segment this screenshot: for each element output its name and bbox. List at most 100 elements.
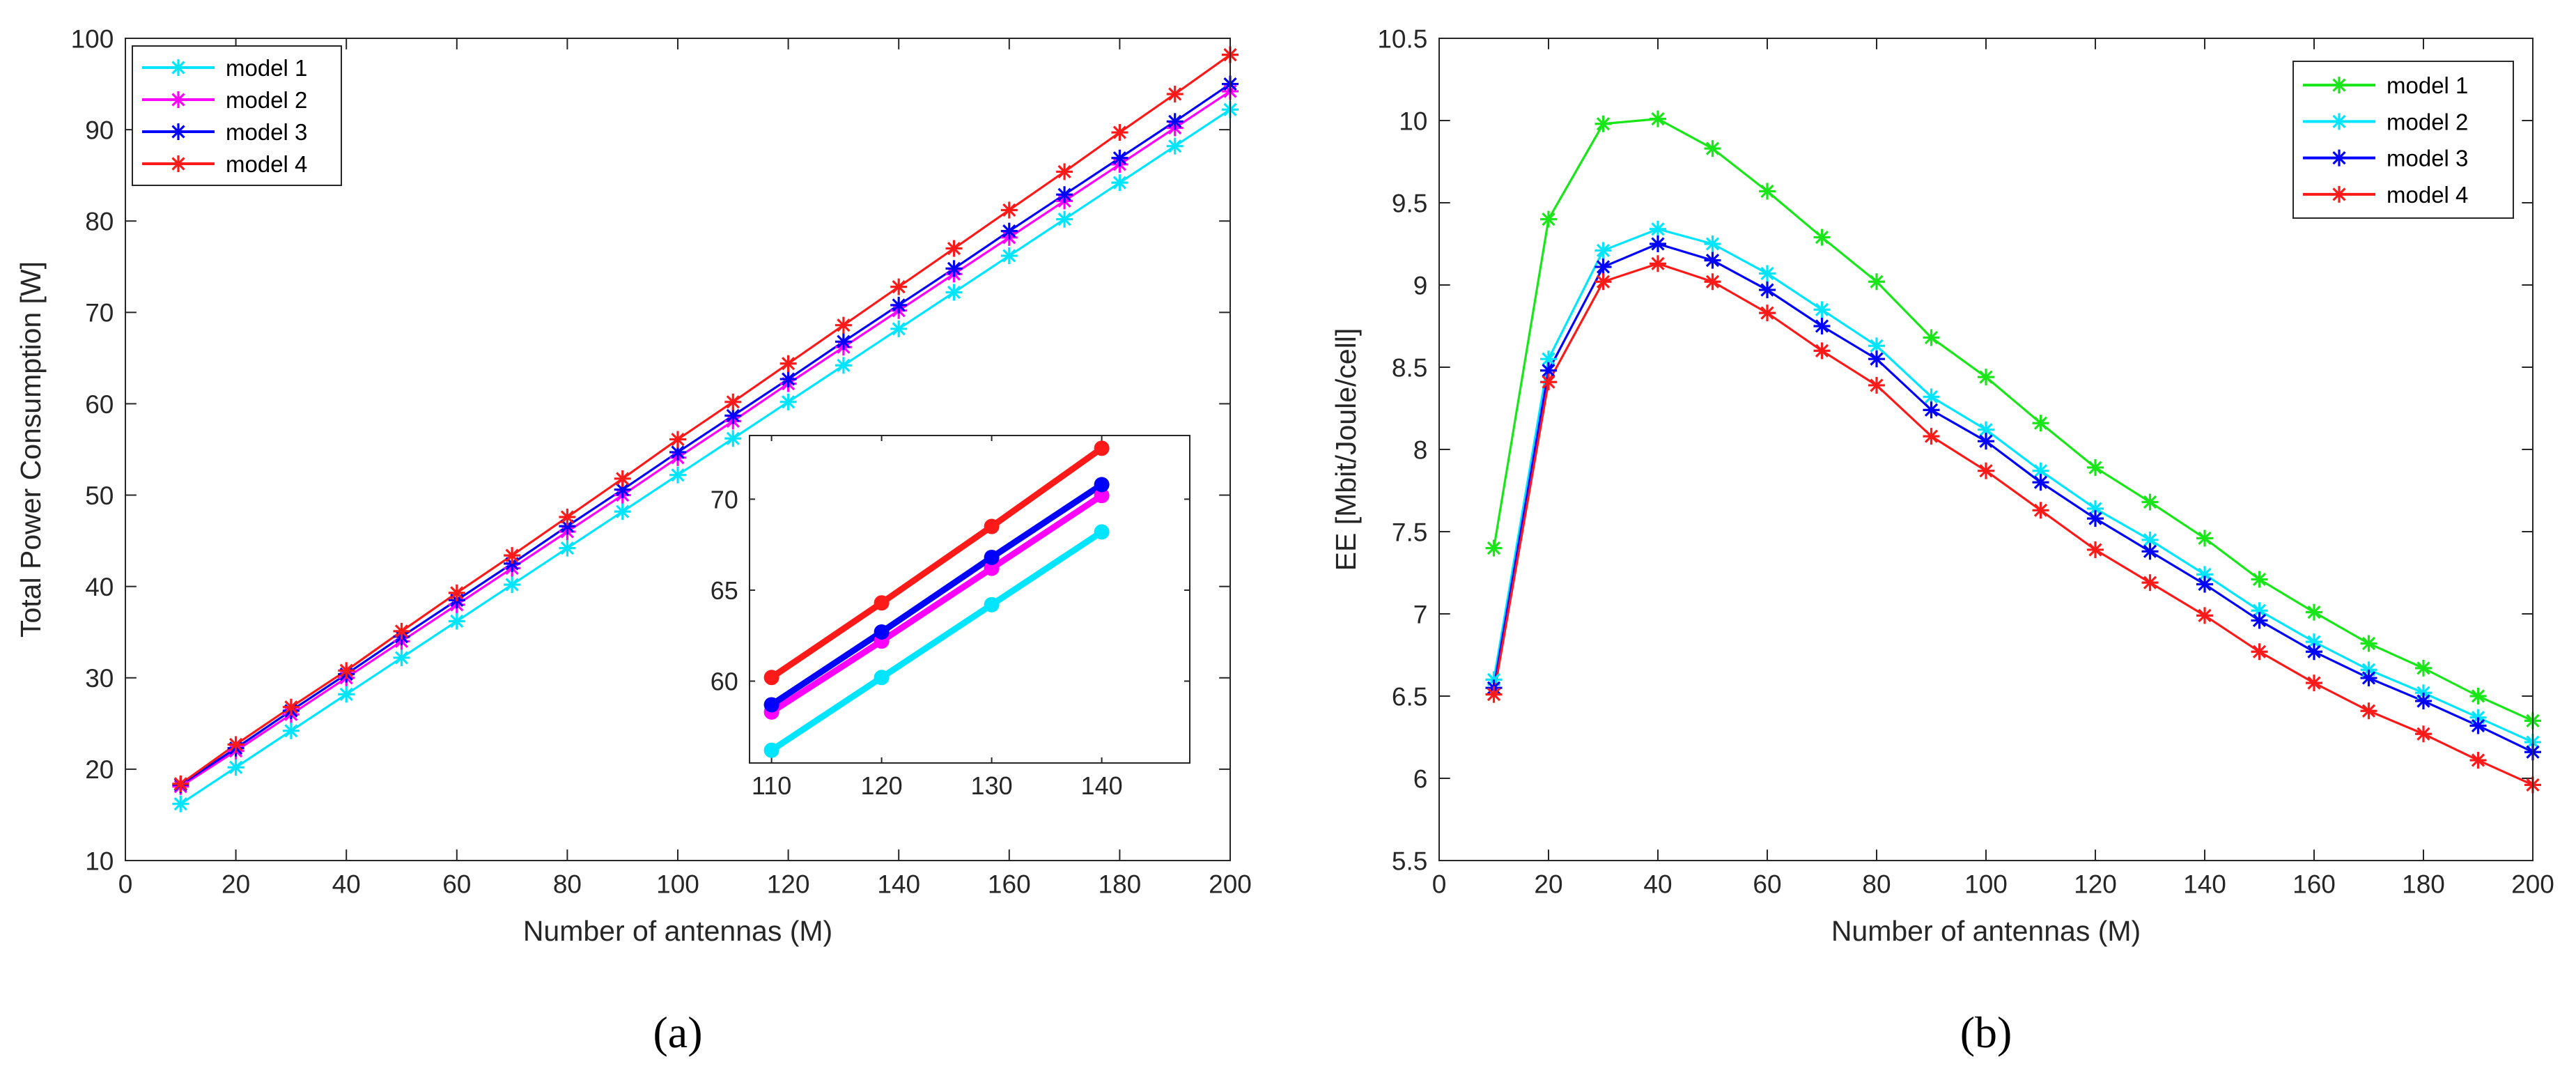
chart-b-point-model-4	[2469, 752, 2487, 769]
chart-b-series-line-model-3	[1492, 242, 2534, 753]
chart-a-point-model-3	[890, 296, 908, 314]
chart-b-point-model-1	[2087, 458, 2104, 476]
chart-a-x-tick-label: 0	[118, 870, 133, 898]
chart-a-inset-point-model-1	[763, 742, 779, 758]
chart-b-point-model-4	[1540, 373, 1557, 391]
chart-b-legend-marker-model-2	[2331, 113, 2348, 130]
chart-b-legend-marker-model-3	[2331, 149, 2348, 167]
chart-a-inset-point-model-1	[1094, 524, 1110, 540]
chart-b-point-model-3	[2141, 543, 2159, 560]
charts-layer: 0 20 40 60 80 100 120 140 160 180 2001020304050607…	[15, 24, 2554, 1057]
chart-a-inset-x-tick-label: 140	[1081, 771, 1123, 800]
chart-b-x-tick-label: 60	[1753, 870, 1781, 898]
chart-a-point-model-3	[1166, 113, 1184, 130]
chart-a-inset-point-model-1	[874, 670, 890, 686]
chart-b-point-model-4	[1595, 273, 1612, 291]
chart-b-point-model-2	[1650, 220, 1666, 238]
chart-a-inset-series-line-model-4	[770, 445, 1104, 681]
chart-b-x-tick-label: 40	[1643, 870, 1672, 898]
chart-b-point-model-1	[2032, 415, 2049, 432]
chart-b-y-tick-label: 8.5	[1392, 353, 1427, 382]
chart-b-point-model-2	[1759, 265, 1776, 282]
chart-b-x-tick-label: 140	[2183, 870, 2226, 898]
chart-b-subfigure-label: (b)	[1960, 1008, 2012, 1057]
chart-b-point-model-1	[1813, 229, 1831, 246]
chart-b-point-model-3	[2360, 670, 2377, 687]
chart-b-point-model-3	[2032, 474, 2049, 491]
chart-a-legend-marker-model-4	[170, 155, 187, 172]
chart-a-inset-x-tick-label: 130	[971, 771, 1013, 800]
chart-a-point-model-4	[724, 393, 742, 410]
chart-a-legend-marker-model-3	[170, 123, 187, 140]
chart-b-point-model-4	[1868, 376, 1885, 394]
chart-b-x-tick-label: 20	[1534, 870, 1562, 898]
chart-b-point-model-3	[2251, 612, 2268, 629]
chart-a-point-model-1	[945, 284, 963, 301]
chart-a-inset-point-model-4	[984, 518, 1000, 534]
chart-b-y-tick-label: 5.5	[1392, 847, 1427, 875]
chart-b-point-model-1	[1978, 369, 1994, 386]
chart-b-point-model-4	[2141, 574, 2159, 592]
chart-a-inset-point-model-2	[984, 560, 1000, 576]
chart-b-point-model-3	[1650, 236, 1666, 252]
chart-b-point-model-4	[2087, 541, 2104, 558]
chart-b-point-model-3	[2306, 643, 2322, 661]
chart-a-point-model-1	[338, 686, 355, 703]
chart-b-x-tick-label: 100	[1964, 870, 2008, 898]
chart-b-x-tick-label: 200	[2511, 870, 2554, 898]
chart-a-inset-point-model-1	[984, 596, 1000, 612]
chart-a-point-model-1	[669, 466, 686, 484]
chart-a-x-tick-label: 100	[656, 870, 699, 898]
chart-a-point-model-1	[172, 795, 189, 812]
chart-b-y-axis-label: EE [Mbit/Joule/cell]	[1330, 328, 1362, 571]
chart-b-point-model-1	[1923, 329, 1940, 346]
chart-b-point-model-1	[2415, 659, 2432, 677]
chart-a-legend-label-model-2: model 2	[226, 87, 307, 113]
chart-a-inset-x-tick-label: 110	[752, 771, 791, 800]
chart-b-point-model-2	[2306, 633, 2322, 651]
chart-a-point-model-4	[614, 470, 631, 487]
chart-a-point-model-4	[1056, 163, 1073, 180]
chart-b-point-model-1	[2251, 571, 2268, 588]
chart-b-point-model-4	[2196, 607, 2213, 624]
chart-b-point-model-4	[2251, 643, 2268, 661]
chart-a-point-model-1	[1056, 210, 1073, 228]
chart-b-point-model-4	[1923, 428, 1940, 445]
chart-b-series-line-model-1	[1492, 118, 2534, 722]
chart-a-point-model-4	[669, 431, 686, 448]
chart-b-point-model-2	[1595, 242, 1612, 259]
chart-b-point-model-3	[2415, 693, 2432, 710]
chart-b-point-model-4	[2032, 502, 2049, 519]
chart-b-point-model-1	[1868, 273, 1885, 291]
chart-b-x-tick-label: 160	[2292, 870, 2336, 898]
chart-a-series-line-model-3	[180, 83, 1231, 786]
chart-a-y-tick-label: 40	[85, 573, 114, 601]
chart-a-y-tick-label: 30	[85, 664, 114, 693]
chart-a-point-model-1	[393, 649, 410, 666]
chart-a-y-tick-label: 50	[85, 481, 114, 510]
chart-a-inset-point-model-3	[984, 549, 1000, 565]
chart-b-point-model-1	[1759, 183, 1776, 200]
chart-b-point-model-3	[1595, 259, 1612, 276]
chart-a-point-model-1	[504, 576, 521, 594]
chart-b-point-model-3	[1978, 433, 1994, 450]
chart-b-point-model-1	[1540, 210, 1557, 228]
chart-a-legend-marker-model-1	[170, 59, 187, 76]
chart-b-point-model-4	[2360, 702, 2377, 720]
chart-b-point-model-3	[1923, 401, 1940, 419]
chart-b-y-tick-label: 7	[1413, 600, 1428, 629]
chart-a-x-axis-label: Number of antennas (M)	[523, 915, 832, 947]
chart-a-axes-box	[125, 38, 1231, 861]
chart-b-y-tick-label: 7.5	[1392, 518, 1427, 546]
chart-a-inset-point-model-4	[1094, 440, 1110, 456]
chart-a-point-model-4	[448, 584, 465, 601]
chart-b-point-model-1	[2196, 530, 2213, 547]
chart-b-y-tick-label: 8	[1413, 435, 1428, 464]
chart-b-point-model-1	[1704, 140, 1721, 157]
chart-b-legend-marker-model-1	[2331, 77, 2348, 94]
chart-b-legend-label-model-2: model 2	[2387, 109, 2468, 134]
chart-a-x-tick-label: 140	[877, 870, 920, 898]
chart-a-series-line-model-1	[180, 108, 1231, 805]
chart-a-point-model-4	[282, 698, 300, 716]
chart-a-inset-y-tick-label: 70	[711, 485, 738, 514]
